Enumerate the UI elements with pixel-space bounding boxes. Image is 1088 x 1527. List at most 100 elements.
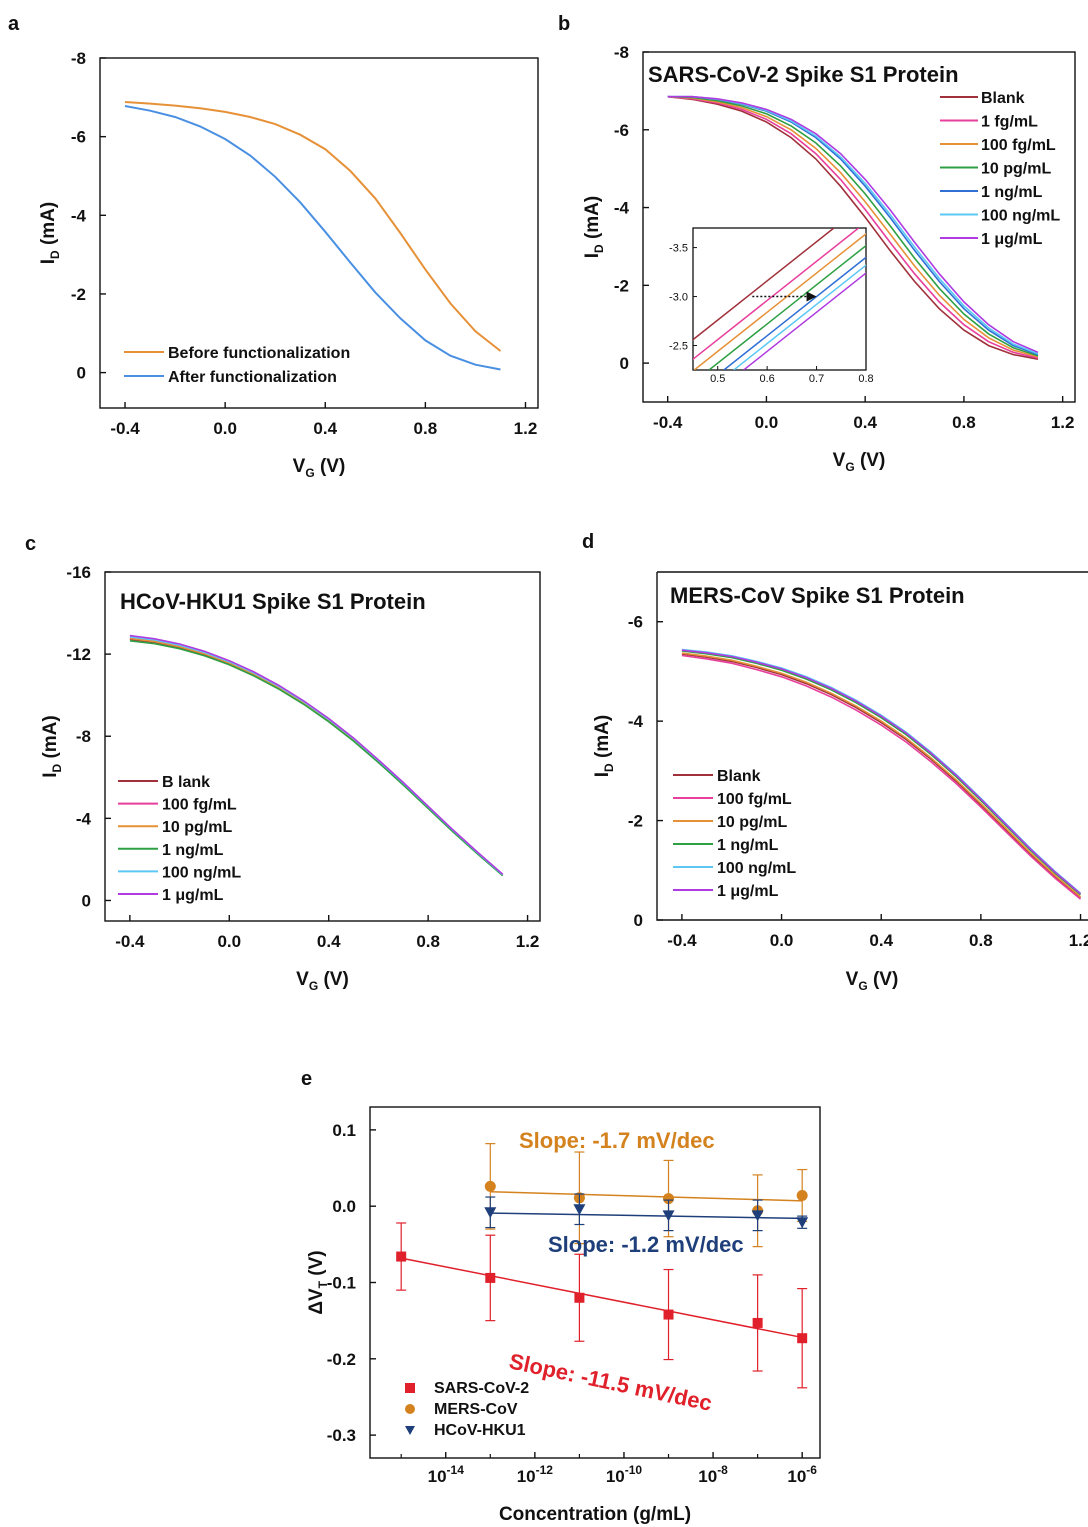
x-tick-label: 0.8 bbox=[414, 419, 438, 438]
series-line bbox=[681, 653, 1082, 899]
panel-label: c bbox=[25, 533, 36, 555]
legend-label: 100 fg/mL bbox=[162, 797, 237, 814]
x-tick-label: 10-12 bbox=[517, 1463, 554, 1486]
plot-frame bbox=[99, 57, 539, 409]
series-line bbox=[129, 640, 504, 877]
x-tick-label: -0.4 bbox=[653, 413, 683, 432]
y-tick-label: -6 bbox=[628, 613, 643, 632]
x-tick-label: 10-8 bbox=[698, 1463, 728, 1486]
legend-label: 1 μg/mL bbox=[162, 887, 224, 904]
series-line bbox=[667, 95, 1039, 354]
panel-d-title: MERS-CoV Spike S1 Protein bbox=[670, 583, 965, 608]
legend-label: 100 ng/mL bbox=[717, 860, 796, 877]
legend-label: 1 μg/mL bbox=[981, 231, 1043, 248]
legend-label: 1 ng/mL bbox=[162, 842, 224, 859]
legend-label: 1 ng/mL bbox=[981, 184, 1043, 201]
legend-label: Blank bbox=[717, 768, 761, 785]
y-tick-label: -2 bbox=[614, 276, 629, 295]
fit-line bbox=[490, 1190, 803, 1202]
series-line bbox=[124, 101, 502, 352]
y-tick-label: -4 bbox=[614, 199, 630, 218]
x-tick-label: -0.4 bbox=[667, 931, 697, 950]
panel-c: c -0.4 0.0 0.4 0.8 1.2 -16 -12 -8 -4 0 B lank 100 fg… bbox=[25, 533, 541, 993]
fit-line bbox=[401, 1257, 803, 1339]
panel-a: a -0.4 0.0 0.4 0.8 1.2 -8 -6 -4 -2 0 Before functio… bbox=[8, 13, 539, 480]
legend-label: HCoV-HKU1 bbox=[434, 1422, 526, 1439]
y-tick-label: -0.1 bbox=[327, 1274, 356, 1293]
panel-b: b -0.4 0.0 0.4 0.8 1.2 -8 -6 -4 -2 0 Blank 1 fg/mL 10… bbox=[558, 13, 1076, 474]
y-tick-label: -4 bbox=[71, 206, 87, 225]
y-tick-label: -8 bbox=[76, 727, 91, 746]
x-tick-label: 0.0 bbox=[217, 932, 241, 951]
inset-series-line bbox=[743, 272, 866, 370]
series-line bbox=[667, 95, 1039, 359]
x-tick-label: 1.2 bbox=[516, 932, 540, 951]
series-line bbox=[124, 105, 501, 371]
y-axis-label: ID (mA) bbox=[38, 202, 62, 265]
legend-label: After functionalization bbox=[168, 369, 337, 386]
series-line bbox=[129, 636, 504, 876]
series-line bbox=[129, 636, 504, 876]
legend-label: 1 fg/mL bbox=[981, 114, 1038, 131]
series-line bbox=[681, 652, 1082, 898]
data-point bbox=[662, 1210, 675, 1222]
legend-label: 10 pg/mL bbox=[981, 161, 1051, 178]
legend-marker bbox=[405, 1404, 415, 1414]
y-tick-label: 0 bbox=[77, 364, 86, 383]
y-tick-label: -0.2 bbox=[327, 1350, 356, 1369]
y-tick-label: -2 bbox=[628, 812, 643, 831]
x-tick-label: 0.8 bbox=[969, 931, 993, 950]
legend-marker bbox=[405, 1383, 415, 1393]
y-tick-label: 0 bbox=[82, 891, 91, 910]
inset-series-line bbox=[693, 232, 866, 370]
x-tick-label: 0.4 bbox=[313, 419, 337, 438]
y-axis-label: ID (mA) bbox=[582, 196, 606, 259]
legend-label: Before functionalization bbox=[168, 345, 350, 362]
legend-label: 10 pg/mL bbox=[717, 814, 787, 831]
panel-c-title: HCoV-HKU1 Spike S1 Protein bbox=[120, 589, 426, 614]
panel-label: d bbox=[582, 531, 594, 553]
x-axis-label: Concentration (g/mL) bbox=[499, 1504, 691, 1525]
panel-label: b bbox=[558, 13, 570, 35]
series-line bbox=[667, 95, 1039, 360]
series-line bbox=[129, 634, 504, 875]
data-point bbox=[751, 1210, 764, 1222]
data-point bbox=[663, 1309, 674, 1320]
legend-label: B lank bbox=[162, 774, 210, 791]
panel-d: d -0.4 0.0 0.4 0.8 1.2 -6 -4 -2 0 Blank 100 fg/mL 10… bbox=[582, 531, 1088, 993]
x-tick-label: 10-10 bbox=[606, 1463, 643, 1486]
x-tick-label: 0.4 bbox=[317, 932, 341, 951]
legend-label: SARS-CoV-2 bbox=[434, 1380, 529, 1397]
inset-x-tick-label: 0.5 bbox=[710, 373, 725, 385]
y-tick-label: -0.3 bbox=[327, 1426, 356, 1445]
legend-label: 100 ng/mL bbox=[162, 864, 241, 881]
x-tick-label: 10-14 bbox=[428, 1463, 465, 1486]
y-tick-label: -6 bbox=[71, 128, 86, 147]
slope-annotation: Slope: -1.7 mV/dec bbox=[519, 1128, 715, 1153]
inset-series-line bbox=[733, 264, 866, 370]
series-line bbox=[129, 638, 504, 876]
y-axis-label: ID (mA) bbox=[40, 715, 64, 778]
x-tick-label: -0.4 bbox=[110, 419, 140, 438]
series-line bbox=[681, 650, 1082, 896]
y-tick-label: -8 bbox=[614, 43, 629, 62]
legend-label: Blank bbox=[981, 90, 1025, 107]
series-line bbox=[681, 654, 1082, 900]
y-tick-label: 0 bbox=[634, 911, 643, 930]
panel-b-title: SARS-CoV-2 Spike S1 Protein bbox=[648, 62, 959, 87]
slope-annotation: Slope: -11.5 mV/dec bbox=[507, 1348, 714, 1415]
y-tick-label: 0.1 bbox=[332, 1121, 356, 1140]
y-tick-label: 0 bbox=[620, 354, 629, 373]
series-line bbox=[681, 649, 1082, 895]
inset-y-tick-label: -2.5 bbox=[669, 341, 688, 353]
inset-series-line bbox=[723, 256, 866, 370]
data-point bbox=[485, 1272, 496, 1283]
data-point bbox=[396, 1251, 407, 1262]
y-tick-label: -6 bbox=[614, 121, 629, 140]
data-point bbox=[663, 1193, 675, 1205]
legend-marker bbox=[405, 1426, 415, 1435]
plot-frame bbox=[104, 571, 541, 922]
inset-series-line bbox=[693, 228, 835, 341]
x-tick-label: 0.0 bbox=[770, 931, 794, 950]
